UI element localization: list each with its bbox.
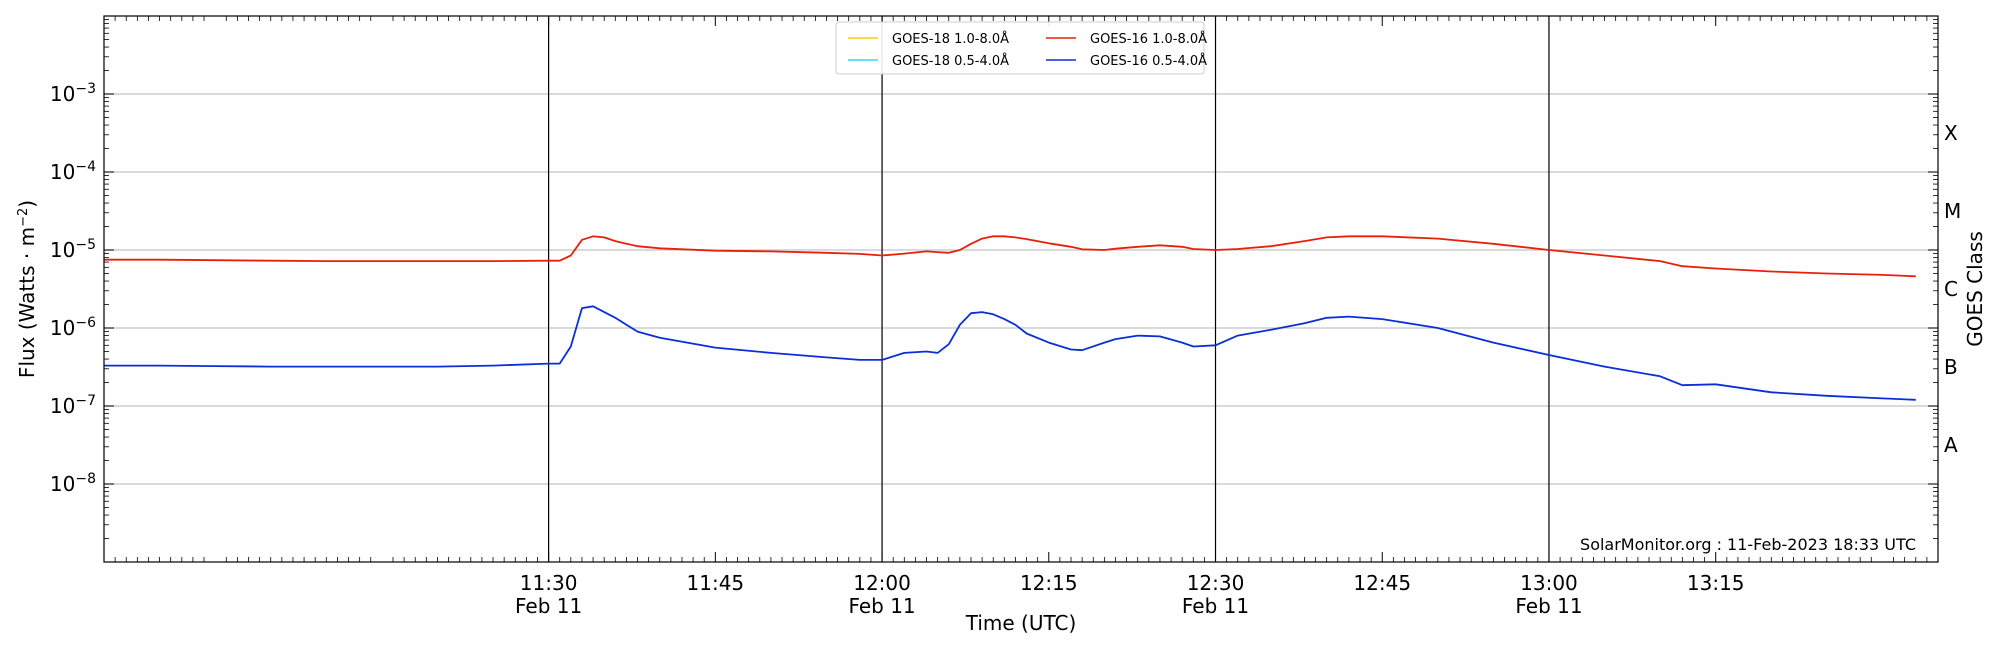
goes-class-label: B xyxy=(1944,355,1958,379)
x-tick-label: 11:30 xyxy=(520,571,578,595)
legend-label: GOES-16 0.5-4.0Å xyxy=(1090,53,1207,69)
goes-class-label: M xyxy=(1944,199,1961,223)
legend-label: GOES-18 1.0-8.0Å xyxy=(892,31,1009,47)
legend-label: GOES-16 1.0-8.0Å xyxy=(1090,31,1207,47)
x-tick-label: 12:15 xyxy=(1020,571,1078,595)
y-tick-label: 10−4 xyxy=(50,159,96,184)
y-tick-label: 10−5 xyxy=(50,237,96,262)
x-tick-label: 12:30 xyxy=(1187,571,1245,595)
plot-frame xyxy=(103,15,1939,563)
y-tick-label: 10−8 xyxy=(50,471,96,496)
goes-class-label: A xyxy=(1944,433,1958,457)
x-tick-label: 13:15 xyxy=(1687,571,1745,595)
goes-class-axis-title: GOES Class xyxy=(1963,231,1987,347)
legend-items: GOES-18 1.0-8.0Å GOES-18 0.5-4.0Å GOES-16 … xyxy=(848,31,1207,69)
series-line xyxy=(104,305,1916,401)
y-axis-title: Flux (Watts · m−2) xyxy=(15,200,39,378)
x-tick-label: 12:00 xyxy=(853,571,911,595)
series-lines xyxy=(104,235,1916,401)
legend-label: GOES-18 0.5-4.0Å xyxy=(892,53,1009,69)
legend: GOES-18 1.0-8.0Å GOES-18 0.5-4.0Å GOES-16 … xyxy=(835,21,1207,75)
y-tick-labels: 10−8 10−7 10−6 10−5 10−4 10−3 xyxy=(50,81,96,496)
goes-class-label: C xyxy=(1944,277,1958,301)
axis-ticks xyxy=(103,16,1939,563)
x-tick-date-label: Feb 11 xyxy=(1515,594,1582,618)
x-tick-date-label: Feb 11 xyxy=(1182,594,1249,618)
y-tick-label: 10−7 xyxy=(50,393,96,418)
y-tick-label: 10−3 xyxy=(50,81,96,106)
x-tick-label: 12:45 xyxy=(1353,571,1411,595)
series-line xyxy=(104,235,1916,278)
x-tick-label: 13:00 xyxy=(1520,571,1578,595)
legend-box xyxy=(835,21,1205,75)
y-tick-label: 10−6 xyxy=(50,315,96,340)
x-tick-date-label: Feb 11 xyxy=(515,594,582,618)
date-separator-lines xyxy=(548,16,1550,562)
x-tick-date-label: Feb 11 xyxy=(848,594,915,618)
goes-class-labels: A B C M X xyxy=(1944,121,1961,457)
credit-text: SolarMonitor.org : 11-Feb-2023 18:33 UTC xyxy=(1580,535,1916,554)
x-axis-title: Time (UTC) xyxy=(965,611,1077,635)
x-tick-label: 11:45 xyxy=(687,571,745,595)
y-gridlines xyxy=(104,93,1938,485)
goes-class-label: X xyxy=(1944,121,1958,145)
